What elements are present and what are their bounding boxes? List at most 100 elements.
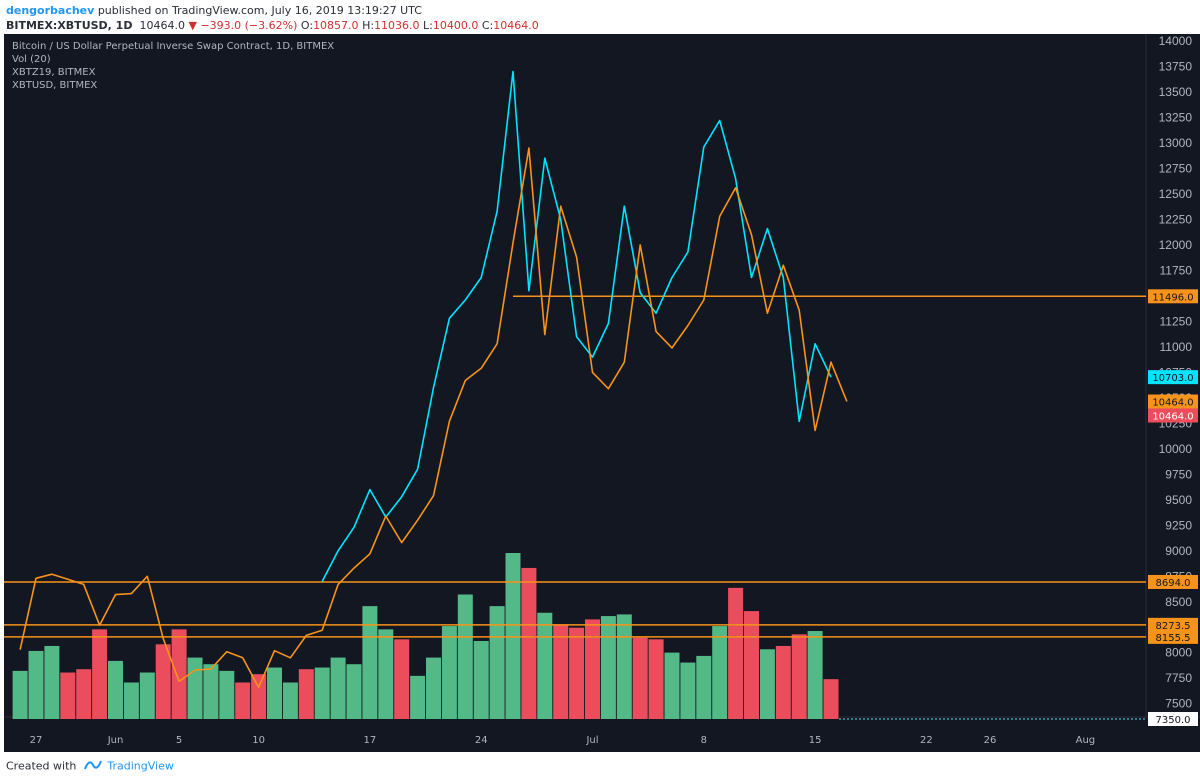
y-tick-label: 9750 xyxy=(1165,467,1192,481)
volume-bar xyxy=(505,553,521,719)
volume-bar xyxy=(537,612,553,719)
footer: Created with TradingView xyxy=(0,752,1200,779)
volume-bar xyxy=(473,640,489,719)
price-chart[interactable]: 7500775080008250850087509000925095009750… xyxy=(4,34,1200,752)
volume-bar xyxy=(155,644,171,719)
close-price-label-box xyxy=(1148,408,1198,423)
volume-bar xyxy=(680,662,696,719)
volume-bar xyxy=(187,657,203,719)
open-label: O: xyxy=(300,19,314,32)
y-tick-label: 13500 xyxy=(1159,85,1193,99)
volume-bar xyxy=(426,657,441,719)
low-value: 10400.0 xyxy=(432,19,479,32)
y-tick-label: 7750 xyxy=(1165,671,1192,685)
volume-bar xyxy=(744,611,759,719)
level-price-label: 8694.0 xyxy=(1156,578,1191,589)
xbtz19-price-label: 10703.0 xyxy=(1152,373,1193,384)
y-tick-label: 12750 xyxy=(1159,161,1193,175)
y-tick-label: 14000 xyxy=(1159,34,1193,48)
volume-bar xyxy=(378,629,394,719)
volume-bar xyxy=(219,670,235,719)
volume-bar xyxy=(823,679,839,719)
baseline-price-label: 7350.0 xyxy=(1156,715,1191,726)
volume-bar xyxy=(616,614,632,719)
volume-bar xyxy=(203,664,219,719)
volume-bar xyxy=(28,650,44,719)
y-tick-label: 10000 xyxy=(1159,442,1193,456)
xbtz19-price-label-box xyxy=(1148,370,1198,385)
volume-bar xyxy=(235,682,251,719)
tradingview-logo-icon xyxy=(83,759,102,774)
volume-bar xyxy=(267,667,282,719)
level-price-label-box xyxy=(1148,629,1198,644)
volume-bar xyxy=(712,626,728,719)
volume-bar xyxy=(251,674,267,719)
x-tick-label: 8 xyxy=(701,735,707,746)
open-value: 10857.0 xyxy=(313,19,359,32)
x-tick-label: Jul xyxy=(585,735,598,746)
x-tick-label: 5 xyxy=(176,735,182,746)
x-tick-label: 17 xyxy=(364,735,377,746)
volume-bar xyxy=(569,627,585,719)
volume-bar xyxy=(696,655,712,719)
chart-legend: Bitcoin / US Dollar Perpetual Inverse Sw… xyxy=(12,40,334,92)
baseline-price-label-box xyxy=(1148,712,1198,726)
volume-bar xyxy=(12,670,28,719)
volume-bar xyxy=(791,634,807,719)
volume-bar xyxy=(330,657,346,719)
x-tick-label: 26 xyxy=(984,735,997,746)
volume-bar xyxy=(600,616,616,719)
created-text: Created with xyxy=(6,759,77,773)
y-tick-label: 9500 xyxy=(1165,493,1192,507)
y-tick-label: 7500 xyxy=(1165,697,1192,711)
y-tick-label: 8500 xyxy=(1165,595,1192,609)
level-price-label-box xyxy=(1148,289,1198,304)
volume-bar xyxy=(44,645,60,719)
volume-bar xyxy=(521,567,537,719)
created-with: Created with TradingView xyxy=(6,759,174,774)
volume-bar xyxy=(759,649,775,719)
y-tick-label: 13000 xyxy=(1159,136,1193,150)
author-link[interactable]: dengorbachev xyxy=(6,4,95,17)
level-price-label-box xyxy=(1148,574,1198,589)
publish-line: dengorbachev published on TradingView.co… xyxy=(6,4,422,17)
x-tick-label: 15 xyxy=(809,735,822,746)
volume-bar xyxy=(775,645,791,719)
high-value: 11036.0 xyxy=(374,19,420,32)
volume-bar xyxy=(123,682,139,719)
y-tick-label: 11000 xyxy=(1160,340,1193,354)
volume-bar xyxy=(457,594,473,719)
x-tick-label: 27 xyxy=(30,735,43,746)
volume-bar xyxy=(489,606,505,719)
legend-series-xbtusd: XBTUSD, BITMEX xyxy=(12,80,98,91)
high-label: H: xyxy=(362,19,375,32)
legend-title: Bitcoin / US Dollar Perpetual Inverse Sw… xyxy=(12,41,335,52)
published-text: published on TradingView.com, July 16, 2… xyxy=(97,4,422,17)
publication-header: dengorbachev published on TradingView.co… xyxy=(0,0,1200,34)
volume-bar xyxy=(728,587,744,719)
level-price-label: 11496.0 xyxy=(1152,292,1193,303)
volume-bar xyxy=(410,675,426,719)
x-tick-label: 24 xyxy=(475,735,488,746)
volume-bar xyxy=(139,672,155,719)
legend-series-xbtz19: XBTZ19, BITMEX xyxy=(12,67,96,78)
level-price-label: 8273.5 xyxy=(1156,621,1191,632)
chart-area[interactable]: 7500775080008250850087509000925095009750… xyxy=(4,34,1200,752)
volume-bar xyxy=(346,664,362,719)
x-tick-label: 22 xyxy=(920,735,933,746)
volume-bar xyxy=(298,669,314,719)
xbtusd-price-label: 10464.0 xyxy=(1152,398,1193,409)
price-change: −393.0 (−3.62%) xyxy=(200,19,298,32)
x-tick-label: 10 xyxy=(252,735,265,746)
volume-bar xyxy=(664,652,680,719)
volume-bar xyxy=(807,631,823,719)
volume-bar xyxy=(92,629,108,719)
volume-bar xyxy=(282,682,298,719)
last-price: 10464.0 xyxy=(139,19,185,32)
tradingview-brand-link[interactable]: TradingView xyxy=(107,759,174,773)
y-tick-label: 13750 xyxy=(1159,59,1193,73)
volume-bar xyxy=(632,637,648,719)
series-line-xbtusd xyxy=(19,147,848,689)
close-label: C: xyxy=(481,19,494,32)
series-line-xbtz19 xyxy=(321,70,832,582)
